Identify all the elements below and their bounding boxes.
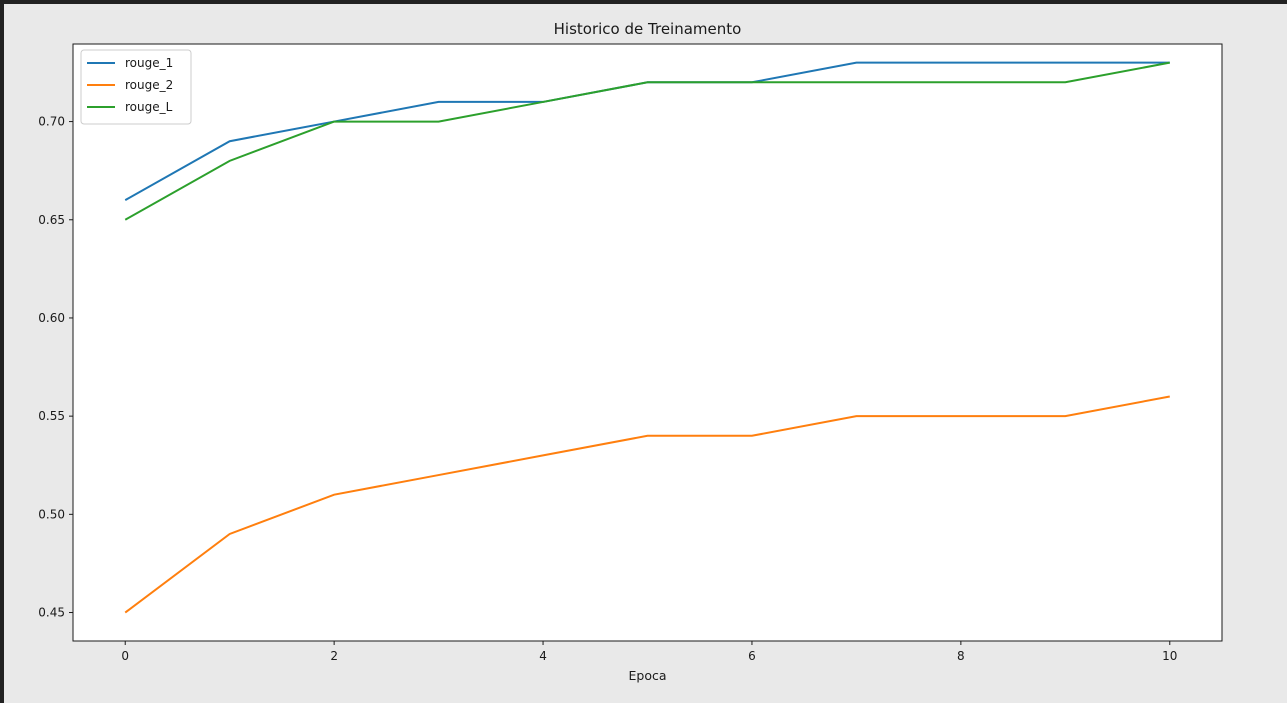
series-lines bbox=[124, 61, 1170, 614]
x-axis-label: Epoca bbox=[628, 668, 666, 683]
x-tick-label: 10 bbox=[1162, 649, 1177, 663]
x-tick-label: 0 bbox=[121, 649, 129, 663]
line-chart: 0 2 4 6 8 10 0.45 0.50 0.55 0.60 0.65 0.70 Historic… bbox=[38, 20, 1223, 683]
legend-label: rouge_1 bbox=[125, 56, 173, 70]
legend: rouge_1 rouge_2 rouge_L bbox=[80, 49, 192, 125]
legend-label: rouge_L bbox=[125, 100, 173, 114]
chart-title: Historico de Treinamento bbox=[554, 20, 742, 38]
legend-box bbox=[80, 49, 192, 125]
series-line-rouge-2 bbox=[124, 395, 1170, 614]
y-tick-label: 0.45 bbox=[38, 606, 65, 620]
y-tick-label: 0.65 bbox=[38, 213, 65, 227]
figure-frame: 0 2 4 6 8 10 0.45 0.50 0.55 0.60 0.65 0.70 Historic… bbox=[4, 4, 1287, 703]
y-tick-label: 0.55 bbox=[38, 409, 65, 423]
x-tick-label: 2 bbox=[330, 649, 338, 663]
x-tick-label: 6 bbox=[748, 649, 756, 663]
plot-area bbox=[73, 44, 1222, 641]
plot-border bbox=[72, 43, 1223, 642]
x-tick-label: 4 bbox=[539, 649, 547, 663]
x-tick-label: 8 bbox=[957, 649, 965, 663]
series-line-rouge-l bbox=[124, 61, 1170, 221]
axis-ticks: 0 2 4 6 8 10 0.45 0.50 0.55 0.60 0.65 0.70 bbox=[38, 115, 1177, 663]
y-tick-label: 0.50 bbox=[38, 507, 65, 521]
y-tick-label: 0.70 bbox=[38, 115, 65, 129]
legend-label: rouge_2 bbox=[125, 78, 173, 92]
y-tick-label: 0.60 bbox=[38, 311, 65, 325]
